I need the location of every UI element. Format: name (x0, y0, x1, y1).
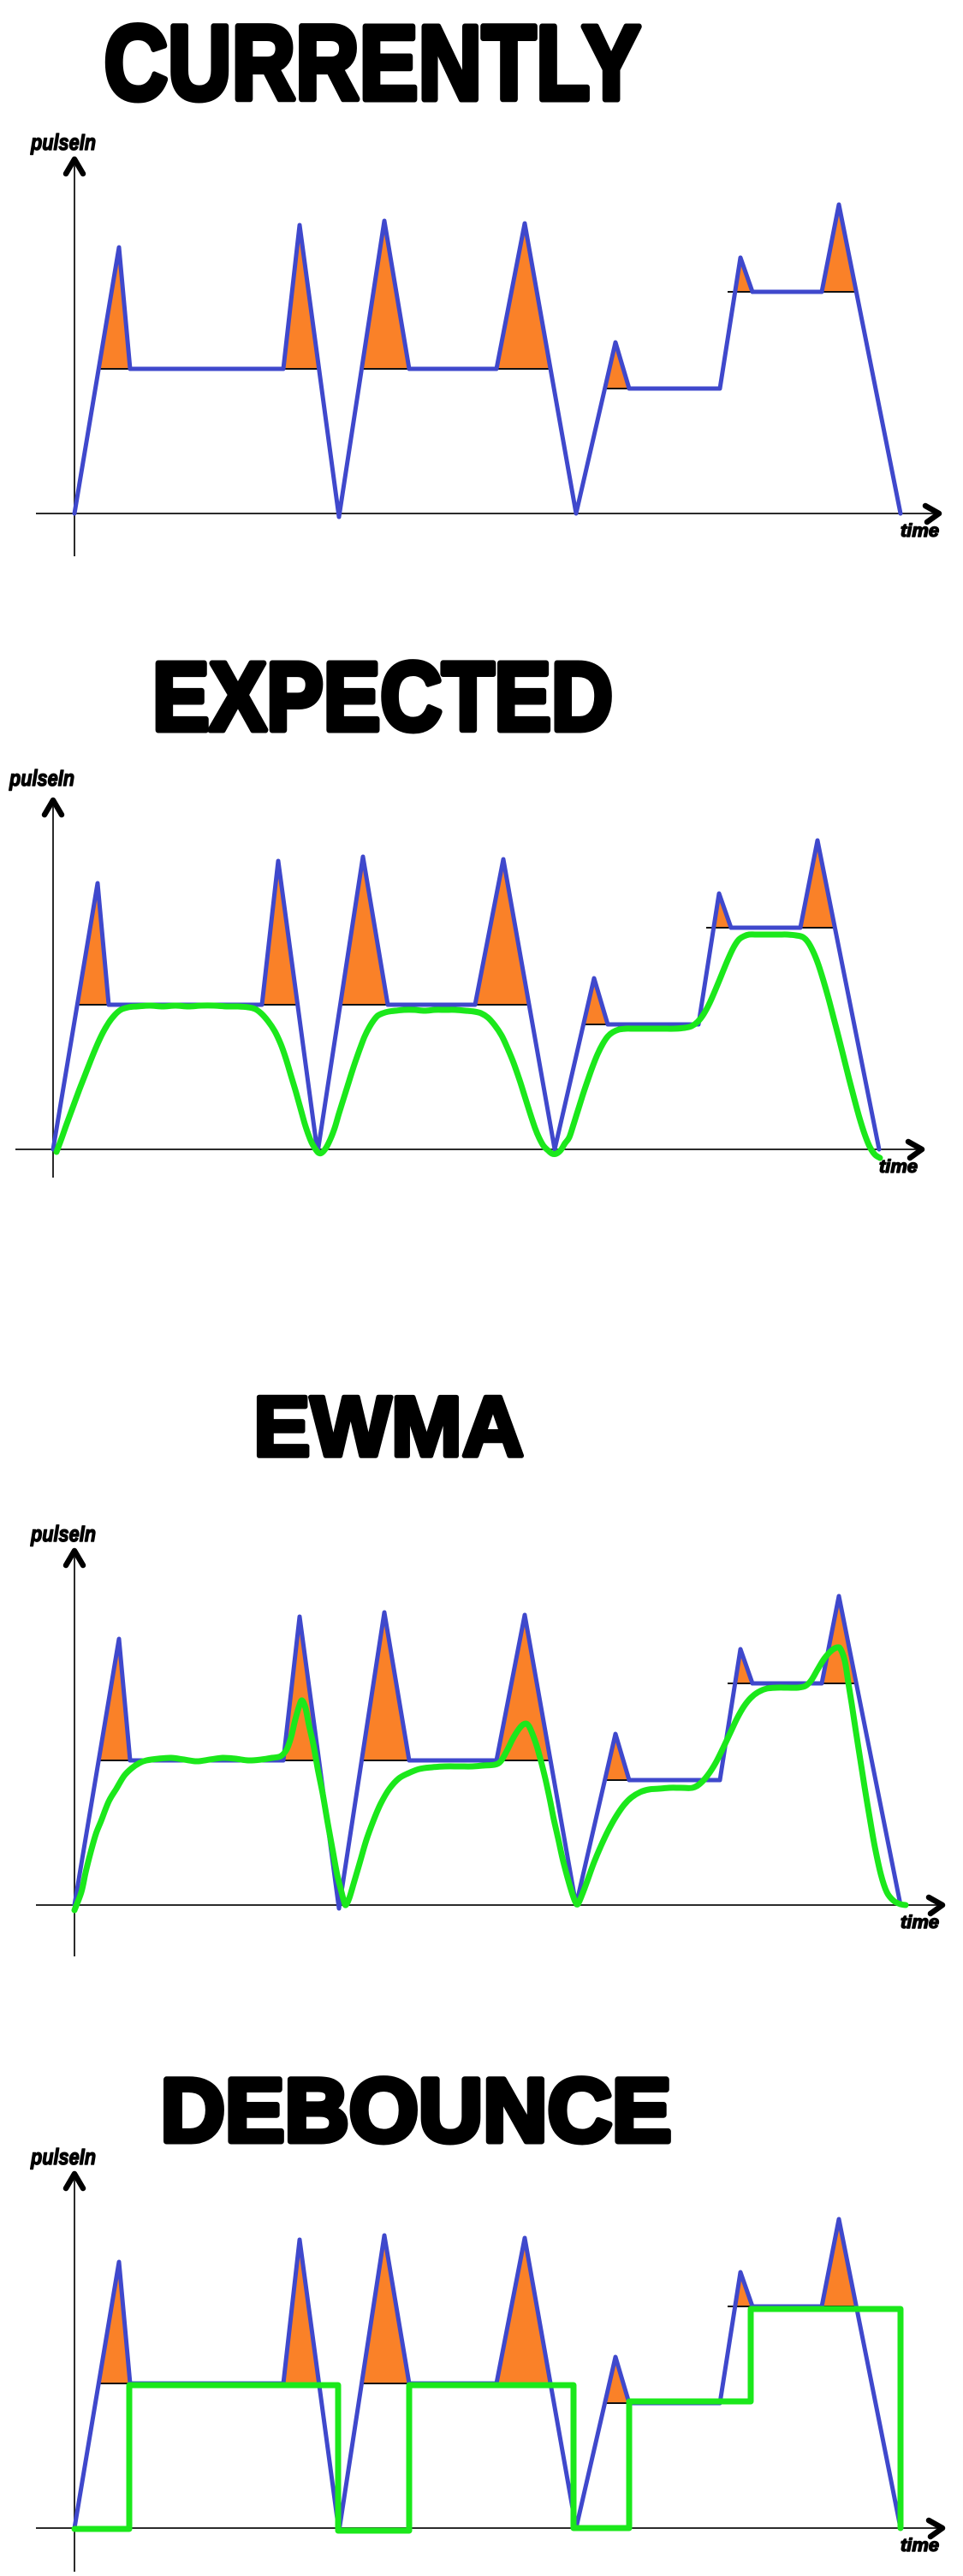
svg-text:pulseIn: pulseIn (9, 765, 74, 791)
svg-text:pulseIn: pulseIn (30, 1521, 96, 1546)
svg-text:EWMA: EWMA (253, 1379, 524, 1474)
svg-text:time: time (901, 1913, 939, 1932)
svg-text:time: time (901, 2536, 939, 2555)
svg-text:EXPECTED: EXPECTED (152, 643, 613, 751)
svg-text:pulseIn: pulseIn (30, 129, 96, 155)
svg-text:time: time (901, 521, 939, 541)
svg-text:pulseIn: pulseIn (30, 2144, 96, 2169)
svg-text:time: time (879, 1157, 918, 1177)
svg-text:DEBOUNCE: DEBOUNCE (161, 2061, 672, 2161)
svg-text:CURRENTLY: CURRENTLY (104, 5, 641, 122)
